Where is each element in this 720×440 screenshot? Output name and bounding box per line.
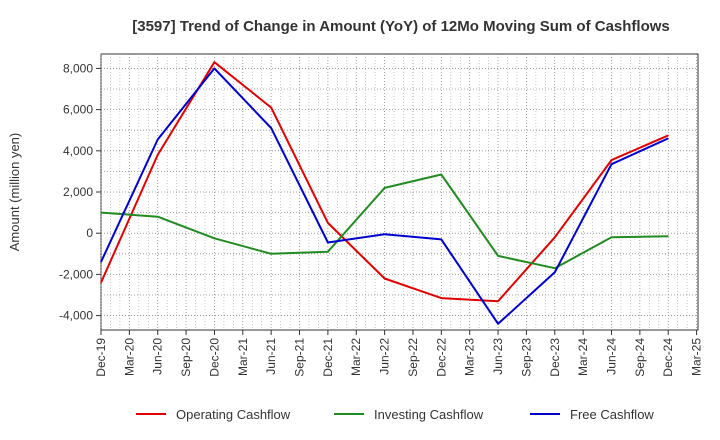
x-tick-label: Mar-22 <box>349 338 363 376</box>
data-point <box>497 255 499 257</box>
data-point <box>384 233 386 235</box>
x-tick-label: Dec-22 <box>434 338 448 377</box>
data-point <box>213 61 215 63</box>
x-tick-label: Sep-24 <box>633 338 647 377</box>
data-point <box>270 127 272 129</box>
x-tick-label: Jun-23 <box>491 338 505 375</box>
grid-lines <box>100 54 698 330</box>
y-axis: -4,000 -2,000 0 2,000 4,000 6,000 8,000 <box>59 61 101 323</box>
data-point <box>497 323 499 325</box>
y-tick-label: 6,000 <box>63 103 93 117</box>
legend-label: Free Cashflow <box>570 407 654 422</box>
y-tick-label: -2,000 <box>59 267 93 281</box>
data-point <box>667 134 669 136</box>
data-point <box>384 187 386 189</box>
data-point <box>610 236 612 238</box>
x-tick-label: Dec-21 <box>321 338 335 377</box>
data-point <box>157 154 159 156</box>
x-tick-label: Mar-24 <box>576 338 590 376</box>
x-tick-label: Dec-20 <box>207 338 221 377</box>
data-point <box>554 236 556 238</box>
data-point <box>667 235 669 237</box>
x-tick-label: Sep-20 <box>179 338 193 377</box>
data-point <box>440 173 442 175</box>
x-tick-label: Mar-23 <box>463 338 477 376</box>
data-point <box>667 137 669 139</box>
x-tick-label: Dec-19 <box>94 338 108 377</box>
legend-label: Investing Cashflow <box>374 407 484 422</box>
x-tick-label: Jun-22 <box>378 338 392 375</box>
data-point <box>497 300 499 302</box>
data-point <box>100 212 102 214</box>
data-point <box>440 238 442 240</box>
data-point <box>610 159 612 161</box>
x-tick-label: Sep-22 <box>406 338 420 377</box>
y-tick-label: 8,000 <box>63 61 93 75</box>
data-point <box>554 271 556 273</box>
x-tick-label: Sep-23 <box>519 338 533 377</box>
data-point <box>213 67 215 69</box>
x-tick-label: Jun-21 <box>264 338 278 375</box>
x-axis: Dec-19 Mar-20 Jun-20 Sep-20 Dec-20 Mar-21 Jun-… <box>94 330 704 377</box>
x-tick-label: Jun-20 <box>151 338 165 375</box>
legend-label: Operating Cashflow <box>176 407 291 422</box>
y-tick-label: -4,000 <box>59 309 93 323</box>
data-point <box>384 278 386 280</box>
data-point <box>327 251 329 253</box>
data-point <box>157 216 159 218</box>
data-point <box>100 282 102 284</box>
data-point <box>327 241 329 243</box>
x-tick-label: Mar-20 <box>122 338 136 376</box>
legend: Operating Cashflow Investing Cashflow Free… <box>136 407 654 422</box>
y-axis-title: Amount (million yen) <box>7 133 22 252</box>
data-point <box>270 107 272 109</box>
data-point <box>610 163 612 165</box>
y-tick-label: 4,000 <box>63 144 93 158</box>
series-lines <box>100 61 669 325</box>
data-point <box>157 138 159 140</box>
data-point <box>554 267 556 269</box>
data-point <box>440 297 442 299</box>
x-tick-label: Jun-24 <box>604 338 618 375</box>
data-point <box>270 253 272 255</box>
x-tick-label: Sep-21 <box>293 338 307 377</box>
chart-title: [3597] Trend of Change in Amount (YoY) o… <box>132 18 670 35</box>
data-point <box>100 261 102 263</box>
x-tick-label: Mar-21 <box>236 338 250 376</box>
x-tick-label: Dec-24 <box>661 338 675 377</box>
y-tick-label: 0 <box>86 226 93 240</box>
y-tick-label: 2,000 <box>63 185 93 199</box>
data-point <box>213 237 215 239</box>
data-point <box>327 222 329 224</box>
x-tick-label: Mar-25 <box>690 338 704 376</box>
x-tick-label: Dec-23 <box>548 338 562 377</box>
